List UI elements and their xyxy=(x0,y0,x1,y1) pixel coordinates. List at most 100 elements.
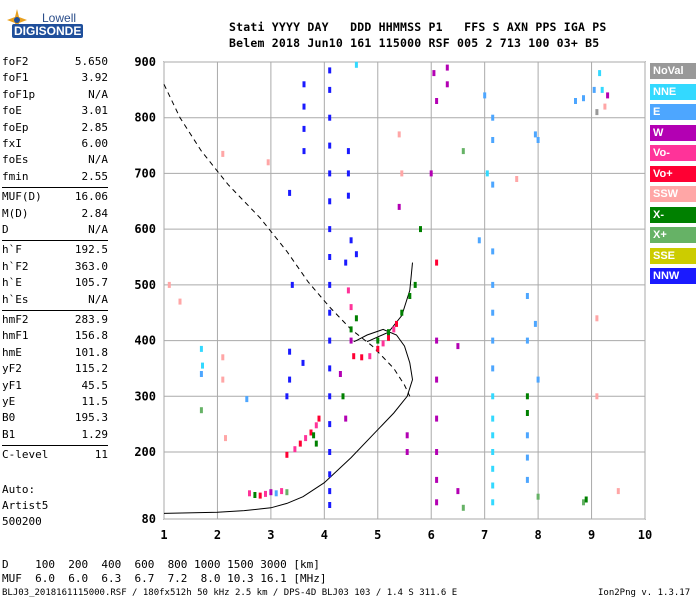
echo-point xyxy=(395,320,398,327)
echo-point xyxy=(354,61,358,68)
param-name: D xyxy=(2,223,9,236)
echo-point xyxy=(312,432,316,439)
echo-point xyxy=(445,64,449,71)
echo-point xyxy=(328,309,332,316)
param-separator xyxy=(2,240,108,242)
y-tick-label: 600 xyxy=(134,222,156,236)
echo-point xyxy=(525,337,529,344)
param-value: 45.5 xyxy=(81,378,109,392)
param-name: MUF(D) xyxy=(2,190,42,204)
echo-point xyxy=(525,393,529,400)
logo-main-text: DIGISONDE xyxy=(12,24,84,38)
echo-point xyxy=(536,137,540,143)
echo-point xyxy=(302,148,306,155)
echo-point xyxy=(405,449,409,455)
echo-point xyxy=(328,114,332,121)
echo-point xyxy=(349,304,353,311)
param-row-foep: foEp 2.85 xyxy=(2,121,108,137)
param-value: 195.3 xyxy=(74,411,108,425)
x-tick-label: 8 xyxy=(534,528,541,542)
param-row-fof2: foF2 5.650 xyxy=(2,55,108,71)
echo-point xyxy=(328,281,332,288)
param-row-yf1: yF1 45.5 xyxy=(2,379,108,395)
param-name: yE xyxy=(2,395,16,408)
y-tick-label: 900 xyxy=(134,55,156,69)
echo-point xyxy=(491,432,495,439)
param-value: 2.85 xyxy=(81,120,109,134)
echo-point xyxy=(376,337,380,344)
echo-point xyxy=(245,396,249,403)
param-row-fxi: fxI 6.00 xyxy=(2,137,108,153)
echo-point xyxy=(346,148,350,155)
echo-point xyxy=(400,170,404,177)
echo-point xyxy=(328,337,332,344)
echo-point xyxy=(328,449,332,455)
echo-point xyxy=(598,70,602,77)
param-row-fmin: fmin 2.55 xyxy=(2,170,108,186)
echo-point xyxy=(301,359,305,366)
echo-point xyxy=(349,237,353,244)
param-name: hmF1 xyxy=(2,329,29,343)
echo-point xyxy=(582,95,585,102)
param-name: foEs xyxy=(2,153,29,167)
echo-point xyxy=(328,365,332,372)
echo-point xyxy=(408,293,412,299)
echo-point xyxy=(600,86,604,93)
header-values: Belem 2018 Jun10 161 115000 RSF 005 2 71… xyxy=(229,36,600,50)
param-value: N/A xyxy=(88,223,108,236)
echo-point xyxy=(328,471,332,478)
echo-point xyxy=(328,86,332,93)
echo-point xyxy=(536,493,540,500)
echo-point xyxy=(592,86,596,93)
echo-point xyxy=(290,281,294,288)
param-row-fof1p: foF1p N/A xyxy=(2,88,108,104)
x-tick-label: 7 xyxy=(481,528,488,542)
echo-point xyxy=(525,432,529,439)
echo-point xyxy=(304,435,308,442)
param-row-h-e: h`E 105.7 xyxy=(2,276,108,292)
echo-point xyxy=(346,192,350,199)
param-value: 283.9 xyxy=(74,313,108,326)
echo-point xyxy=(328,142,332,149)
echo-point xyxy=(435,415,439,422)
param-value: 3.01 xyxy=(81,104,109,118)
param-value: 1.29 xyxy=(81,427,109,441)
echo-point xyxy=(429,170,433,177)
param-name: hmE xyxy=(2,345,22,359)
echo-point xyxy=(376,345,380,352)
echo-point xyxy=(606,92,610,99)
param-row-hmf1: hmF1 156.8 xyxy=(2,329,108,345)
echo-point xyxy=(346,170,350,177)
echo-point xyxy=(461,504,465,511)
muf-row: MUF 6.0 6.0 6.3 6.7 7.2 8.0 10.3 16.1 [M… xyxy=(2,572,327,585)
profile-solid-line xyxy=(163,328,414,514)
echo-point xyxy=(491,137,495,143)
echo-point xyxy=(274,490,278,497)
echo-point xyxy=(397,131,401,138)
echo-point xyxy=(491,281,495,288)
param-name: h`Es xyxy=(2,292,29,306)
echo-point xyxy=(419,226,422,233)
param-name: yF2 xyxy=(2,362,22,376)
param-name: foF2 xyxy=(2,55,29,68)
echo-point xyxy=(387,329,390,336)
param-value: 6.00 xyxy=(81,137,109,150)
auto-code: 500200 xyxy=(2,515,42,528)
echo-point xyxy=(285,489,289,496)
echo-point xyxy=(199,345,203,352)
echo-point xyxy=(328,502,332,508)
param-name: M(D) xyxy=(2,206,29,220)
echo-point xyxy=(360,354,364,361)
echo-point xyxy=(491,309,495,316)
x-tick-label: 9 xyxy=(588,528,595,542)
logo-top-text: Lowell xyxy=(42,11,77,25)
echo-point xyxy=(400,309,404,316)
param-name: foF1p xyxy=(2,87,36,101)
echo-point xyxy=(491,248,495,255)
param-name: h`E xyxy=(2,276,22,290)
param-name: B0 xyxy=(2,411,16,425)
legend-item-noval: NoVal xyxy=(650,63,696,79)
echo-point xyxy=(456,343,460,350)
legend-item-x-: X+ xyxy=(650,227,696,243)
